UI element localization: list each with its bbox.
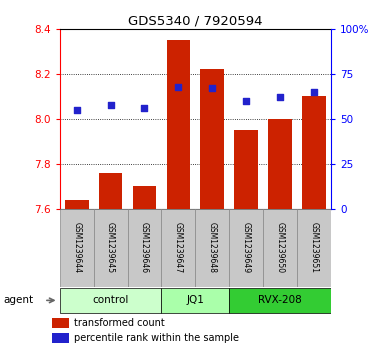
Text: GSM1239648: GSM1239648 (208, 222, 217, 273)
Text: GSM1239644: GSM1239644 (72, 222, 81, 273)
Bar (52, 318, 69, 329)
Bar (201, 69, 224, 209)
Text: GSM1239647: GSM1239647 (174, 222, 183, 273)
Bar (297, 209, 331, 287)
Bar (99, 173, 122, 209)
Text: JQ1: JQ1 (186, 295, 204, 305)
Point (277, 94, 283, 100)
Point (175, 83, 181, 89)
Text: GSM1239650: GSM1239650 (276, 222, 285, 273)
Point (107, 102, 114, 107)
Text: control: control (92, 295, 129, 305)
Text: percentile rank within the sample: percentile rank within the sample (74, 333, 239, 343)
Title: GDS5340 / 7920594: GDS5340 / 7920594 (128, 15, 263, 28)
Text: RVX-208: RVX-208 (258, 295, 302, 305)
Point (74, 107, 80, 113)
Bar (65, 200, 89, 209)
Text: GSM1239651: GSM1239651 (310, 222, 319, 273)
Bar (195, 209, 229, 287)
Bar (52, 333, 69, 343)
Text: transformed count: transformed count (74, 318, 165, 329)
Bar (132, 186, 156, 209)
Bar (127, 209, 161, 287)
Text: agent: agent (4, 295, 34, 305)
Bar (167, 40, 190, 209)
Bar (60, 209, 94, 287)
Bar (229, 209, 263, 287)
Point (141, 105, 147, 111)
Bar (60, 288, 161, 313)
Bar (268, 119, 292, 209)
Bar (161, 209, 195, 287)
Bar (161, 288, 229, 313)
Text: GSM1239649: GSM1239649 (242, 222, 251, 273)
Bar (263, 209, 297, 287)
Bar (302, 97, 326, 209)
Point (243, 98, 249, 104)
Point (311, 89, 317, 95)
Text: GSM1239645: GSM1239645 (106, 222, 115, 273)
Bar (94, 209, 127, 287)
Text: GSM1239646: GSM1239646 (140, 222, 149, 273)
Bar (229, 288, 331, 313)
Point (209, 85, 216, 91)
Bar (234, 130, 258, 209)
